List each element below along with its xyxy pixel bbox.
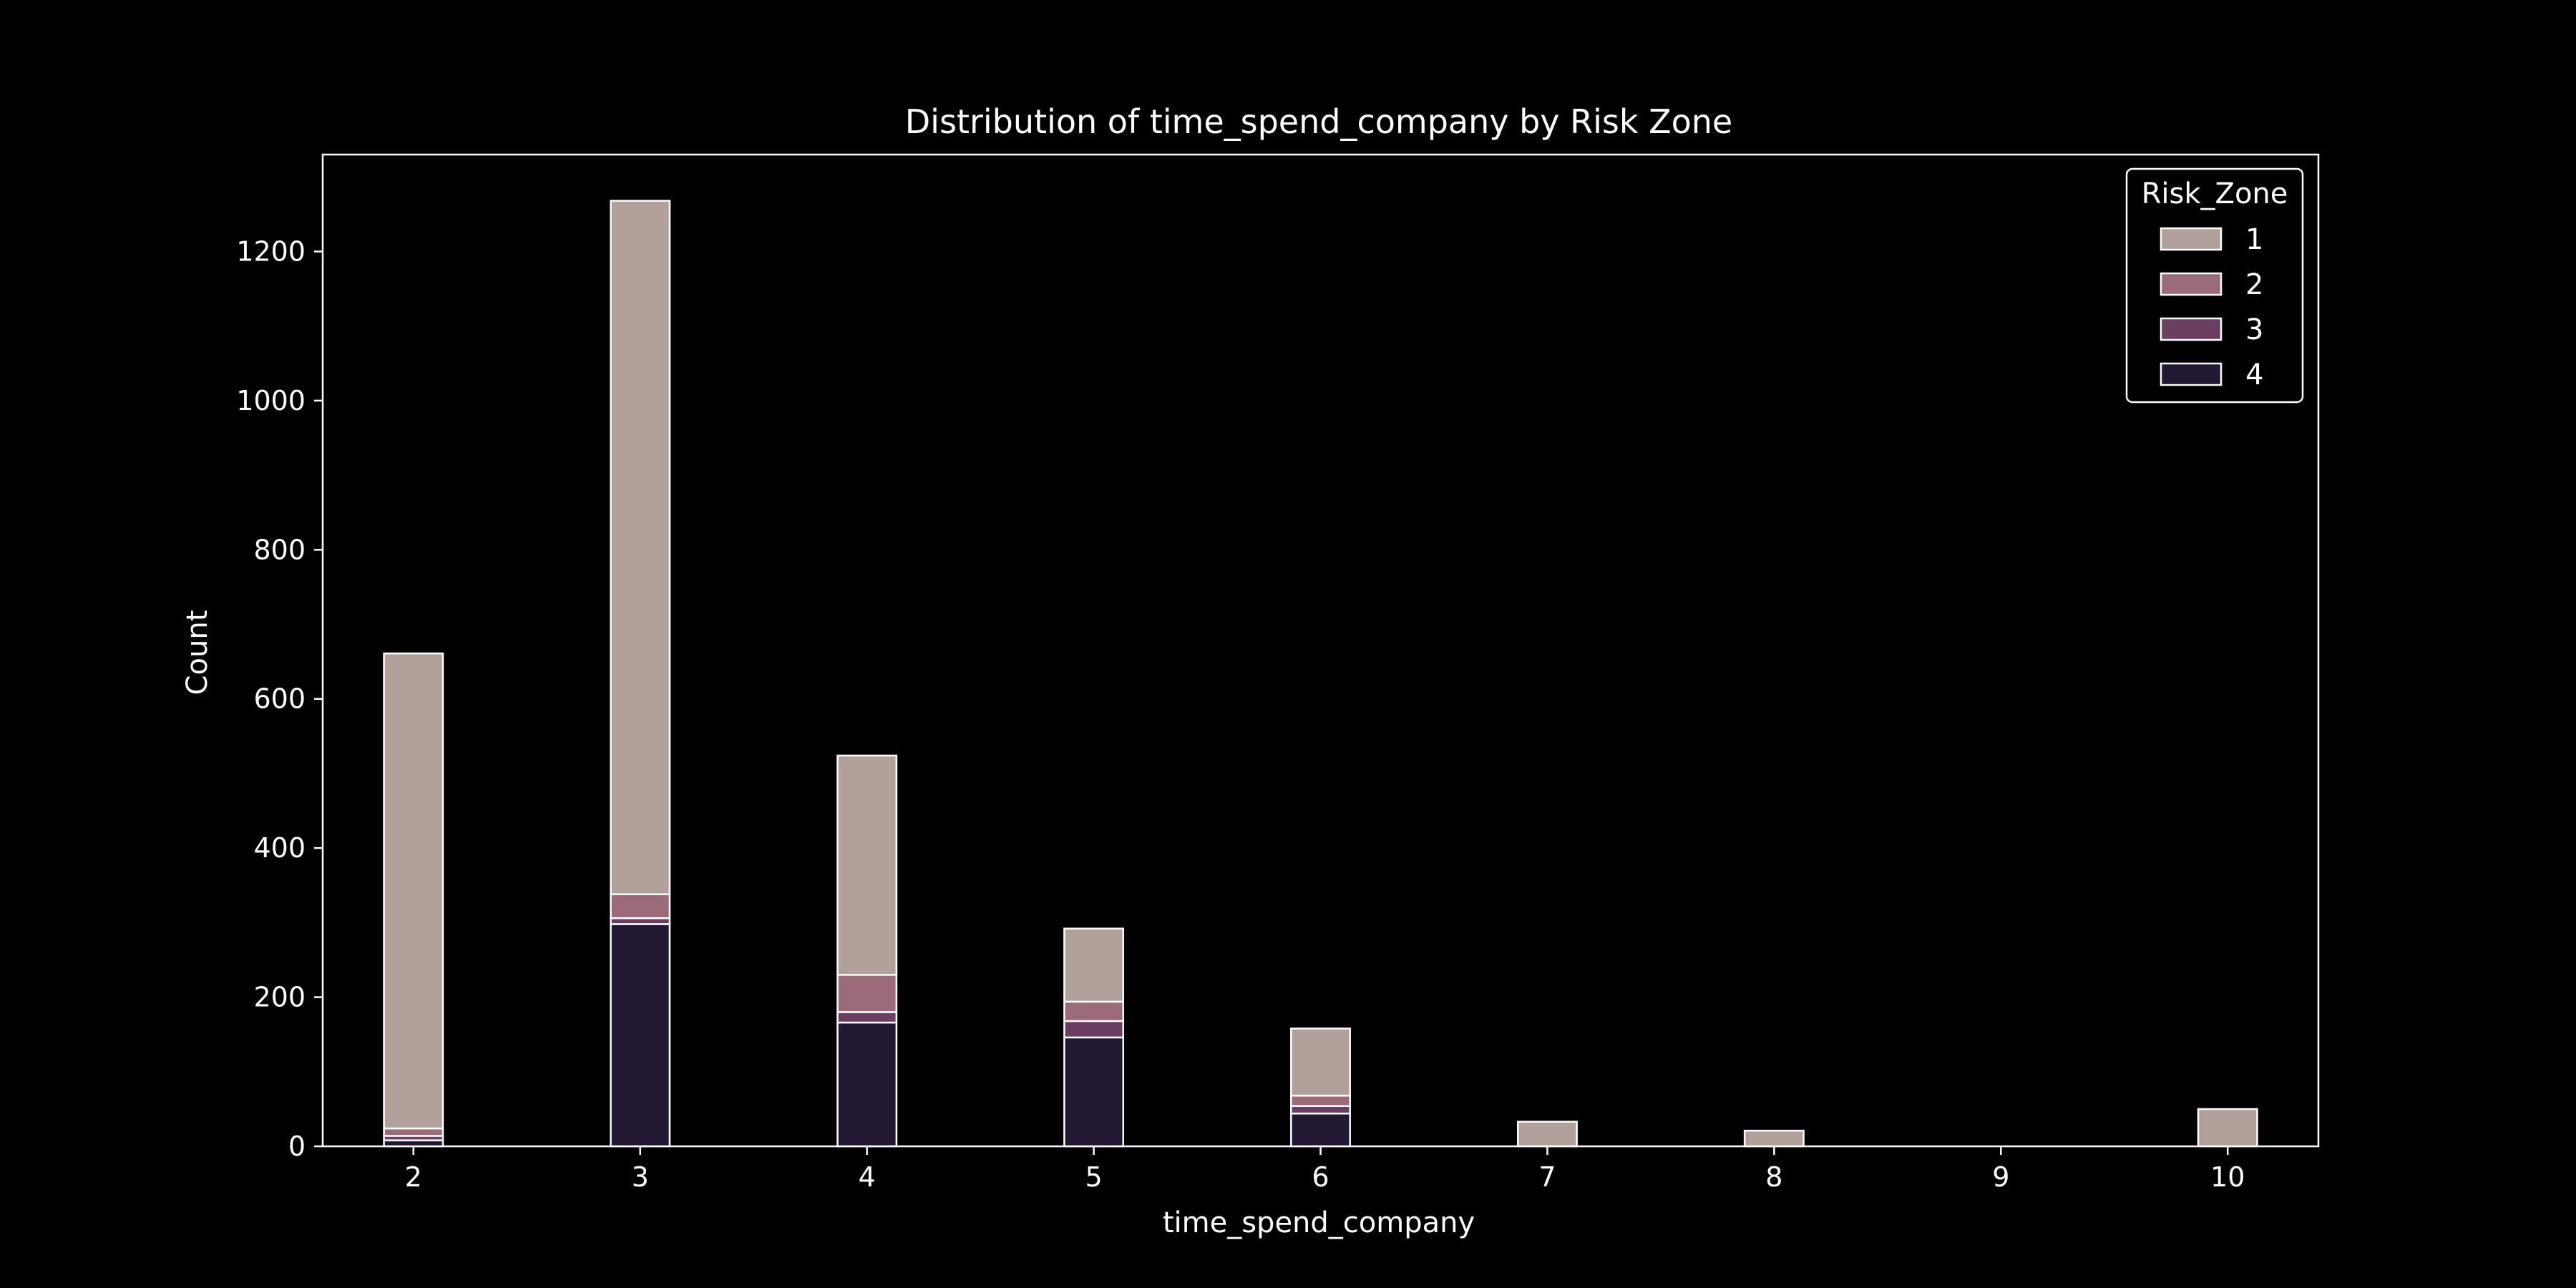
- y-tick-label: 200: [253, 982, 306, 1013]
- bar-zone-3-x5: [1063, 1020, 1125, 1039]
- bar-zone-1-x10: [2197, 1108, 2258, 1148]
- x-tick-label: 2: [405, 1161, 422, 1193]
- y-tick-label: 600: [253, 683, 306, 715]
- bar-zone-4-x2: [383, 1139, 444, 1148]
- bar-zone-2-x2: [383, 1127, 444, 1137]
- x-tick-label: 7: [1538, 1161, 1556, 1193]
- bar-zone-4-x3: [610, 923, 671, 1148]
- x-tick-label: 6: [1312, 1161, 1329, 1193]
- bar-zone-1-x6: [1290, 1028, 1351, 1097]
- bar-zone-2-x6: [1290, 1094, 1351, 1107]
- y-tick-label: 400: [253, 832, 306, 864]
- y-tick-label: 1200: [236, 235, 306, 267]
- x-tick-label: 3: [632, 1161, 649, 1193]
- x-tick-label: 9: [1992, 1161, 2009, 1193]
- bar-zone-2-x5: [1063, 1000, 1125, 1023]
- y-axis-label: Count: [181, 610, 214, 696]
- bar-zone-1-x8: [1743, 1129, 1805, 1148]
- bar-zone-3-x3: [610, 917, 671, 925]
- x-tick-label: 5: [1085, 1161, 1102, 1193]
- bar-zone-4-x5: [1063, 1036, 1125, 1148]
- bar-zone-3-x4: [836, 1011, 898, 1024]
- legend-label-4: 4: [2245, 358, 2263, 391]
- bar-zone-1-x3: [610, 200, 671, 896]
- bar-zone-4-x6: [1290, 1112, 1351, 1148]
- x-tick-label: 10: [2210, 1161, 2245, 1193]
- legend: Risk_Zone 1 2 3 4: [2125, 167, 2304, 404]
- bar-zone-1-x2: [383, 652, 444, 1130]
- legend-label-3: 3: [2245, 313, 2263, 346]
- x-axis: 2 3 4 5 6 7 8 9 10: [405, 1146, 2245, 1193]
- chart-title: Distribution of time_spend_company by Ri…: [905, 102, 1732, 141]
- legend-swatch-2: [2160, 272, 2223, 296]
- y-tick-label: 800: [253, 534, 306, 565]
- legend-swatch-3: [2160, 317, 2223, 341]
- legend-label-1: 1: [2245, 223, 2263, 256]
- legend-label-2: 2: [2245, 268, 2263, 301]
- legend-swatch-4: [2160, 362, 2223, 386]
- legend-title: Risk_Zone: [2142, 177, 2288, 210]
- bar-zone-4-x4: [836, 1021, 898, 1148]
- y-tick-label: 1000: [236, 385, 306, 416]
- bar-zone-2-x4: [836, 974, 898, 1013]
- bar-zone-1-x4: [836, 754, 898, 976]
- bar-zone-2-x3: [610, 893, 671, 919]
- legend-swatch-1: [2160, 227, 2223, 251]
- y-tick-label: 0: [288, 1131, 306, 1162]
- bar-zone-1-x5: [1063, 927, 1125, 1003]
- bar-zone-1-x7: [1516, 1121, 1578, 1148]
- x-tick-label: 4: [859, 1161, 876, 1193]
- y-axis: 0 200 400 600 800 1000 1200: [236, 235, 323, 1162]
- bars: [383, 200, 2258, 1148]
- x-axis-label: time_spend_company: [1163, 1206, 1475, 1239]
- x-tick-label: 8: [1765, 1161, 1782, 1193]
- bar-zone-3-x6: [1290, 1105, 1351, 1115]
